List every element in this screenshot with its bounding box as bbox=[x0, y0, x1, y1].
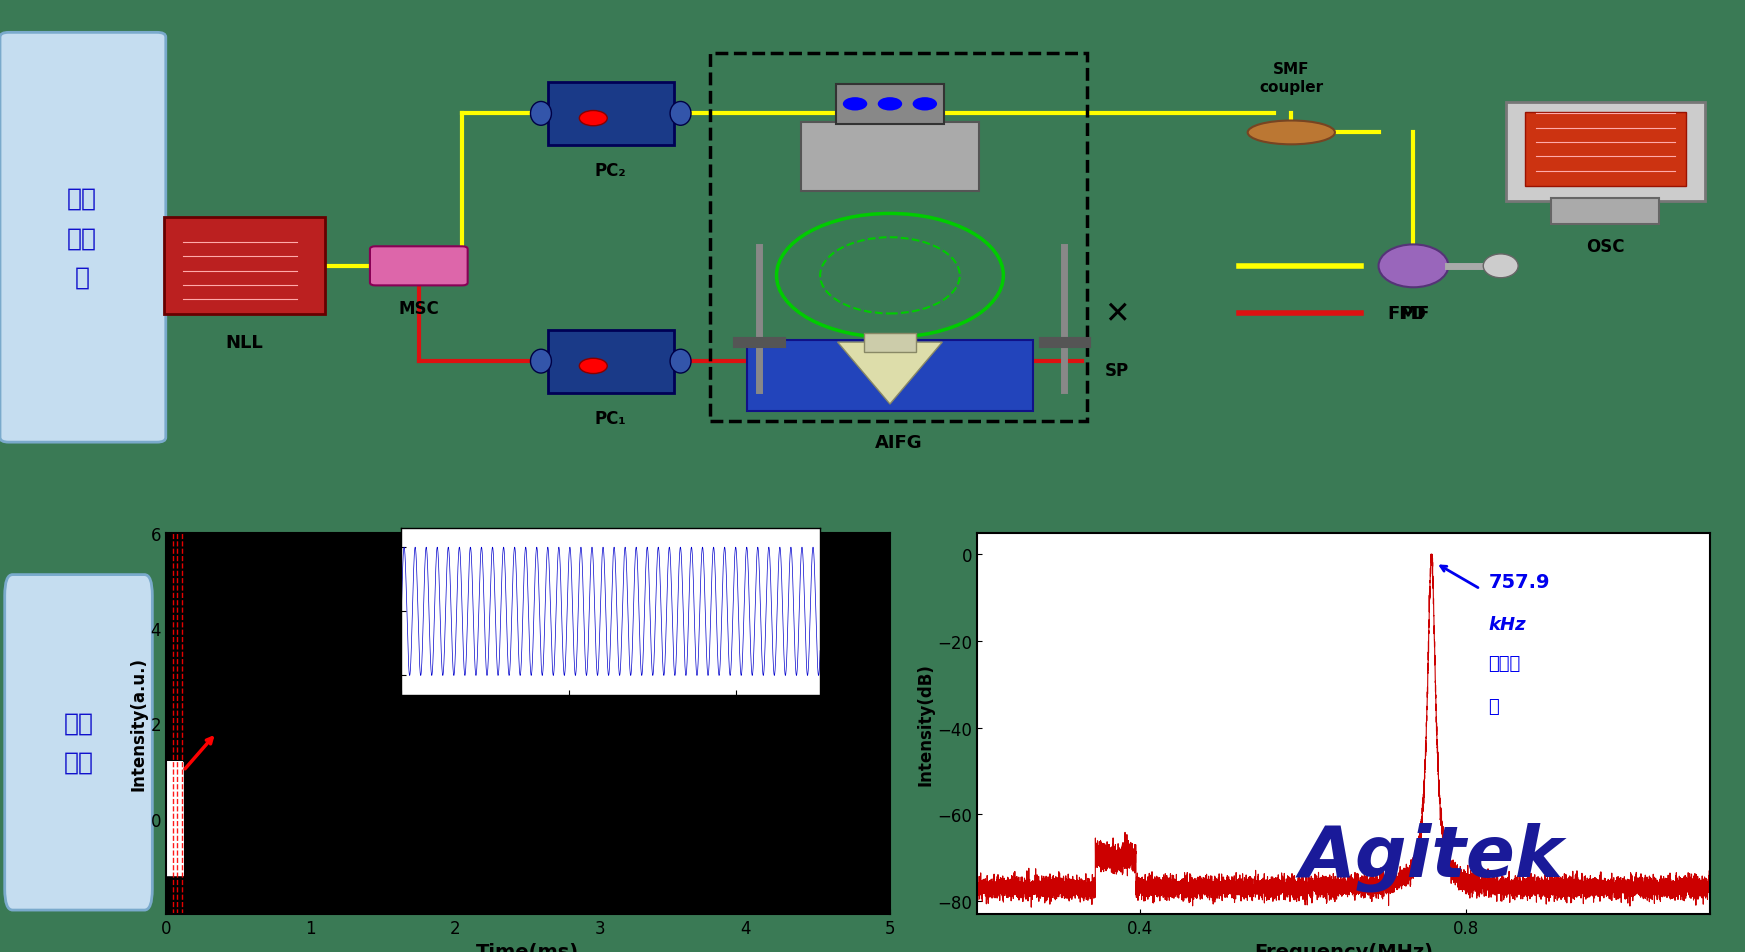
Text: PC₂: PC₂ bbox=[595, 162, 626, 180]
Text: AIFG: AIFG bbox=[874, 433, 923, 451]
Ellipse shape bbox=[670, 350, 691, 374]
FancyBboxPatch shape bbox=[0, 33, 166, 443]
FancyBboxPatch shape bbox=[164, 218, 325, 315]
Ellipse shape bbox=[670, 103, 691, 127]
Text: FMF: FMF bbox=[1387, 306, 1429, 323]
Ellipse shape bbox=[530, 350, 551, 374]
Text: PD: PD bbox=[1401, 305, 1426, 323]
Circle shape bbox=[878, 98, 902, 111]
Polygon shape bbox=[864, 333, 916, 352]
Circle shape bbox=[579, 359, 607, 374]
Text: NLL: NLL bbox=[225, 333, 263, 351]
FancyBboxPatch shape bbox=[5, 575, 152, 910]
Text: 757.9: 757.9 bbox=[1488, 572, 1550, 591]
Y-axis label: Intensity(a.u.): Intensity(a.u.) bbox=[368, 572, 379, 651]
Y-axis label: Intensity(a.u.): Intensity(a.u.) bbox=[129, 657, 148, 790]
Text: ✕: ✕ bbox=[1105, 300, 1129, 328]
FancyBboxPatch shape bbox=[548, 83, 674, 146]
Circle shape bbox=[913, 98, 937, 111]
Text: 量: 量 bbox=[1488, 698, 1499, 716]
Ellipse shape bbox=[530, 103, 551, 127]
Ellipse shape bbox=[1379, 246, 1448, 288]
FancyBboxPatch shape bbox=[801, 123, 979, 191]
Text: Agitek: Agitek bbox=[1300, 822, 1564, 891]
Y-axis label: Intensity(dB): Intensity(dB) bbox=[916, 663, 935, 784]
Text: MSC: MSC bbox=[398, 300, 440, 318]
X-axis label: Time(ms): Time(ms) bbox=[476, 942, 579, 952]
Text: OSC: OSC bbox=[1586, 238, 1625, 256]
Text: SMF
coupler: SMF coupler bbox=[1260, 62, 1323, 95]
Ellipse shape bbox=[1483, 255, 1518, 279]
Text: 低频移: 低频移 bbox=[1488, 654, 1522, 672]
FancyBboxPatch shape bbox=[1525, 113, 1686, 187]
Text: SP: SP bbox=[1105, 362, 1129, 380]
Polygon shape bbox=[838, 343, 942, 405]
Text: 实验
装置
图: 实验 装置 图 bbox=[66, 187, 98, 289]
FancyBboxPatch shape bbox=[548, 330, 674, 393]
Circle shape bbox=[579, 111, 607, 127]
FancyBboxPatch shape bbox=[836, 85, 944, 125]
Circle shape bbox=[843, 98, 867, 111]
X-axis label: Frequency(MHz): Frequency(MHz) bbox=[1255, 942, 1433, 952]
FancyBboxPatch shape bbox=[1551, 199, 1659, 225]
Text: 载波
信号: 载波 信号 bbox=[63, 711, 94, 774]
FancyBboxPatch shape bbox=[1506, 103, 1705, 202]
Ellipse shape bbox=[1248, 122, 1335, 146]
Text: PC₁: PC₁ bbox=[595, 409, 626, 427]
FancyBboxPatch shape bbox=[747, 341, 1033, 411]
Text: kHz: kHz bbox=[1488, 615, 1527, 633]
FancyBboxPatch shape bbox=[370, 248, 468, 287]
Text: SMF: SMF bbox=[1387, 258, 1431, 275]
